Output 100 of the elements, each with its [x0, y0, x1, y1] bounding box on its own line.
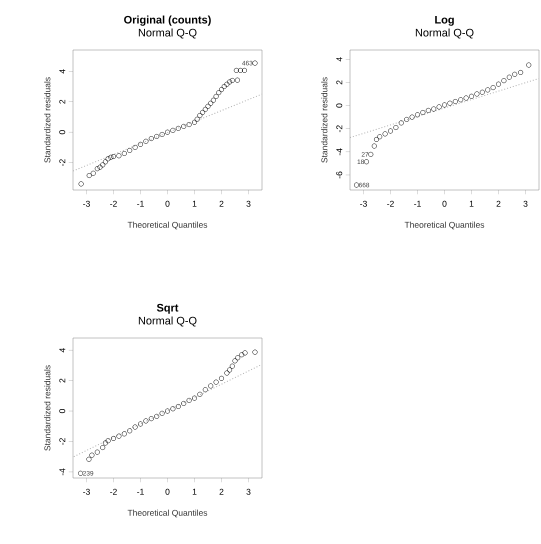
point	[160, 132, 165, 138]
x-tick-label: 1	[192, 200, 196, 207]
chart-subtitle: Normal Q-Q	[416, 28, 474, 38]
point	[106, 438, 111, 444]
point	[410, 114, 415, 120]
point	[512, 72, 518, 77]
point	[224, 370, 230, 376]
x-tick-label: -2	[387, 200, 394, 207]
point	[143, 138, 148, 144]
point	[426, 108, 431, 113]
point	[242, 68, 248, 73]
point	[90, 170, 96, 176]
point	[354, 182, 360, 188]
point	[186, 398, 192, 403]
point	[164, 130, 170, 135]
point	[216, 90, 222, 96]
point	[170, 406, 176, 412]
point	[420, 110, 426, 116]
point	[108, 154, 114, 160]
point	[192, 396, 198, 401]
y-tick-label: 0	[59, 130, 66, 134]
point	[200, 110, 206, 115]
point	[89, 452, 94, 458]
x-axis-title: Theoretical Quantiles	[404, 222, 484, 230]
point	[518, 70, 524, 75]
point	[148, 416, 154, 422]
point	[127, 428, 132, 434]
point	[227, 79, 232, 85]
y-tick-label: -2	[336, 125, 342, 132]
point	[239, 352, 244, 358]
x-tick-label: -3	[360, 200, 367, 207]
point	[102, 159, 108, 164]
point	[501, 78, 506, 84]
x-tick-label: 1	[470, 200, 474, 207]
point	[393, 124, 398, 130]
point	[181, 124, 186, 129]
x-tick-label: 3	[246, 488, 250, 495]
point	[170, 128, 176, 133]
point	[364, 159, 370, 164]
point	[372, 143, 377, 149]
point	[458, 97, 464, 102]
x-tick-label: 1	[192, 488, 196, 495]
point	[202, 106, 208, 112]
y-tick-label: 2	[59, 378, 66, 383]
point	[164, 408, 170, 414]
point	[78, 470, 84, 476]
point	[414, 112, 420, 118]
y-tick-label: 2	[336, 80, 342, 84]
point	[110, 436, 116, 441]
chart-title: Sqrt	[156, 304, 178, 314]
point	[100, 162, 106, 168]
x-tick-label: -1	[137, 200, 144, 207]
x-tick-label: -1	[414, 200, 421, 207]
y-tick-label: 4	[336, 57, 342, 62]
point	[122, 431, 127, 436]
x-tick-label: 0	[165, 488, 170, 495]
point	[197, 112, 202, 118]
y-axis-title: Standardized residuals	[44, 77, 50, 163]
x-tick-label: -1	[137, 488, 144, 495]
point	[138, 142, 144, 147]
point	[474, 91, 480, 97]
y-tick-label: 0	[336, 104, 342, 108]
point	[106, 156, 111, 162]
point	[218, 87, 224, 92]
point	[526, 62, 532, 68]
point	[202, 387, 208, 392]
point	[436, 104, 442, 110]
y-tick-label: -2	[59, 438, 66, 445]
y-tick-label: -6	[336, 172, 342, 178]
point	[222, 84, 227, 90]
y-tick-label: 4	[59, 69, 66, 74]
x-tick-label: 2	[220, 488, 224, 495]
point	[252, 60, 258, 66]
x-tick-label: 2	[496, 200, 500, 207]
point	[235, 355, 240, 360]
point	[398, 120, 404, 126]
point	[404, 116, 410, 122]
x-tick-label: -3	[83, 488, 90, 495]
point	[116, 153, 122, 158]
point	[452, 98, 458, 104]
point	[208, 383, 214, 388]
point	[382, 131, 388, 136]
point	[194, 116, 200, 122]
point	[377, 134, 382, 140]
y-tick-label: 0	[59, 409, 66, 414]
point	[442, 102, 448, 108]
point	[480, 90, 485, 95]
point	[102, 440, 108, 446]
point	[86, 172, 92, 178]
point	[110, 154, 116, 160]
y-axis-title: Standardized residuals	[44, 365, 50, 451]
x-tick-label: 0	[442, 200, 447, 207]
point	[116, 434, 122, 439]
y-tick-label: -4	[336, 148, 342, 156]
point	[234, 78, 240, 83]
x-tick-label: 3	[523, 200, 528, 207]
point	[506, 74, 512, 80]
point	[94, 450, 100, 455]
chart-subtitle: Normal Q-Q	[138, 28, 196, 38]
point	[230, 78, 235, 83]
